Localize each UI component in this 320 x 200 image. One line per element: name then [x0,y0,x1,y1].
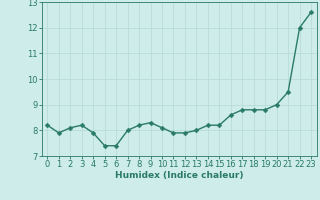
X-axis label: Humidex (Indice chaleur): Humidex (Indice chaleur) [115,171,244,180]
